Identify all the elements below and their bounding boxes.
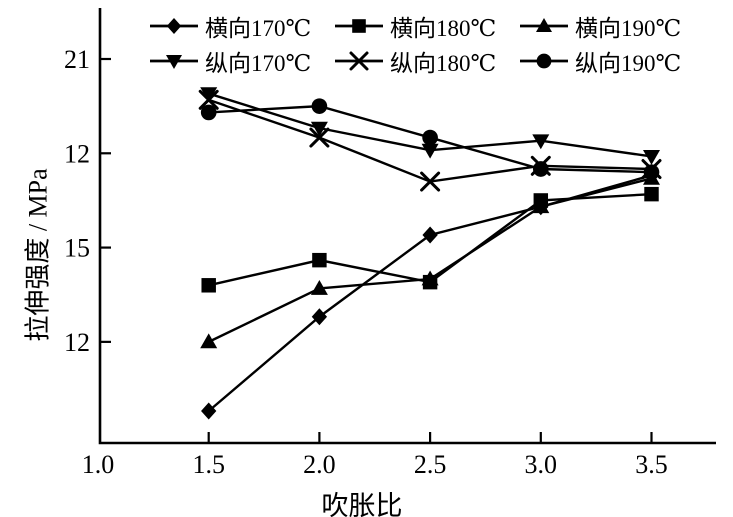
x-tick-label: 1.0	[82, 450, 115, 479]
triangle-up-marker-icon	[421, 270, 439, 286]
series-line	[208, 177, 652, 343]
x-tick-label: 3.5	[635, 450, 668, 479]
diamond-marker-icon	[150, 15, 198, 37]
series-triangle-down	[200, 87, 660, 165]
circle-marker-icon	[311, 98, 328, 114]
y-tick-label: 15	[64, 234, 90, 263]
triangle-up-marker-icon	[310, 279, 328, 295]
x-cross-marker-icon	[335, 50, 383, 72]
circle-marker-icon	[643, 164, 660, 180]
x-tick-label: 2.0	[303, 450, 336, 479]
legend-item: 纵向190℃	[520, 44, 715, 78]
y-axis-label: 拉伸强度 / MPa	[23, 168, 53, 342]
triangle-up-marker-icon	[200, 333, 218, 349]
legend-item-label: 纵向180℃	[390, 50, 497, 76]
triangle-down-marker-icon	[150, 50, 198, 72]
triangle-down-marker-icon	[421, 143, 439, 159]
diamond-marker-icon	[201, 402, 217, 420]
circle-marker-icon	[532, 161, 549, 177]
x-cross-marker-icon	[420, 171, 441, 192]
diamond-marker-icon	[311, 308, 328, 326]
x-cross-marker-icon	[309, 127, 330, 148]
x-axis-label: 吹胀比	[321, 491, 403, 517]
legend-item: 纵向180℃	[335, 44, 520, 78]
diamond-marker-icon	[166, 17, 182, 34]
legend: 横向170℃ 横向180℃ 横向190℃ 纵向170℃ 纵向180℃ 纵向190…	[150, 8, 715, 78]
x-cross-marker-icon	[349, 51, 369, 70]
x-tick-label: 1.5	[192, 450, 225, 479]
x-cross-marker-icon	[198, 89, 219, 110]
triangle-down-marker-icon	[310, 121, 328, 137]
series-circle	[200, 98, 660, 180]
x-tick-label: 2.5	[414, 450, 447, 479]
square-marker-icon	[352, 18, 366, 33]
triangle-up-marker-icon	[536, 17, 552, 32]
y-tick-label: 12	[64, 328, 90, 357]
triangle-down-marker-icon	[200, 87, 218, 103]
legend-item-label: 横向170℃	[205, 15, 312, 41]
series-diamond	[201, 166, 660, 420]
circle-marker-icon	[422, 129, 438, 146]
square-marker-icon	[644, 186, 659, 202]
triangle-up-marker-icon	[532, 198, 550, 214]
y-tick-label: 21	[64, 45, 90, 74]
circle-marker-icon	[536, 53, 552, 68]
square-marker-icon	[201, 278, 216, 293]
series-x-cross	[198, 89, 662, 192]
circle-marker-icon	[200, 104, 217, 121]
square-marker-icon	[312, 252, 327, 268]
triangle-up-marker-icon	[520, 15, 568, 37]
legend-item-label: 横向190℃	[575, 15, 682, 41]
y-tick-label: 12	[64, 139, 90, 168]
square-marker-icon	[335, 15, 383, 37]
series-line	[207, 174, 652, 412]
legend-item: 横向190℃	[520, 9, 715, 43]
legend-item-label: 纵向170℃	[205, 50, 312, 76]
triangle-down-marker-icon	[532, 134, 550, 150]
legend-item-label: 横向180℃	[390, 15, 497, 41]
x-tick-label: 3.0	[525, 450, 558, 479]
diamond-marker-icon	[422, 226, 438, 244]
legend-item: 横向170℃	[150, 9, 335, 43]
legend-item-label: 纵向190℃	[575, 50, 682, 76]
circle-marker-icon	[520, 50, 568, 72]
legend-item: 纵向170℃	[150, 44, 335, 78]
triangle-down-marker-icon	[166, 54, 182, 69]
triangle-down-marker-icon	[643, 150, 660, 165]
legend-item: 横向180℃	[335, 9, 520, 43]
